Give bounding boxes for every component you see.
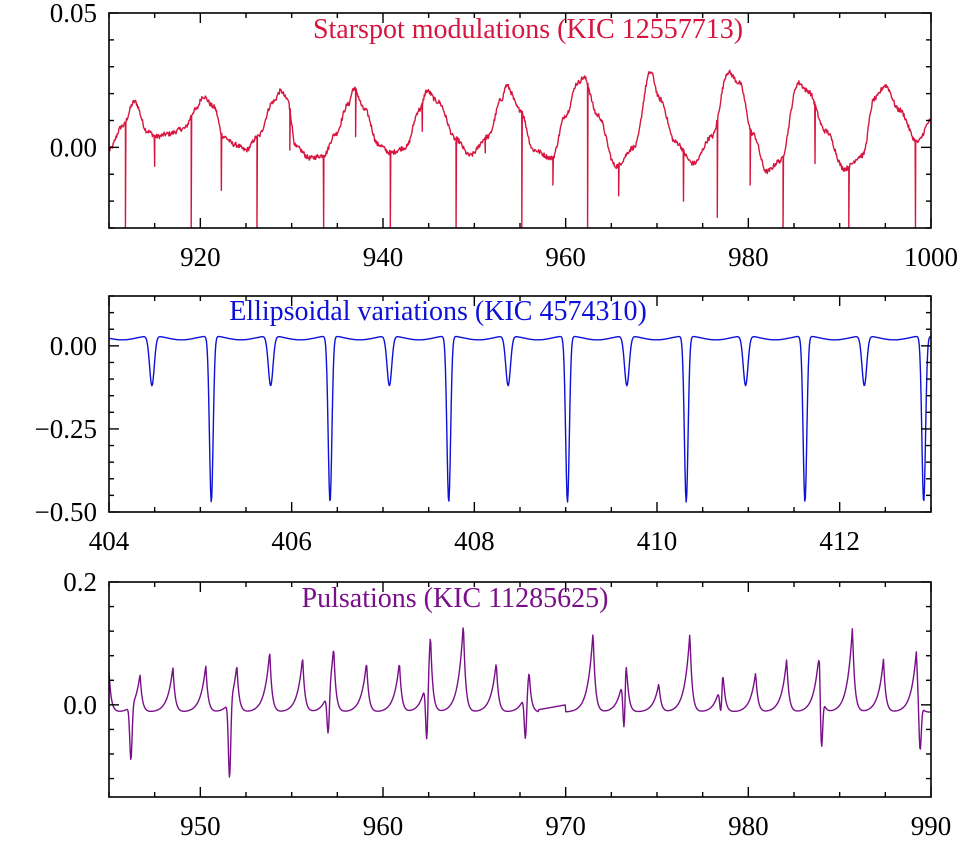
series-line-1 <box>109 335 931 503</box>
y-tick-label: −0.25 <box>35 414 97 444</box>
pulsations-panel: 950 960 970 980 990 0.0 0.2 Pulsations (KIC 112… <box>63 567 951 841</box>
y-tick-label: 0.2 <box>63 567 97 597</box>
x-tick-label: 408 <box>454 526 495 556</box>
y-tick-label: 0.00 <box>50 331 97 361</box>
axes-frame-2 <box>108 581 932 798</box>
x-tick-label: 920 <box>180 242 221 272</box>
panel-title-pulsations: Pulsations (KIC 11285625) <box>302 583 609 614</box>
y-tick-label: 0.0 <box>63 690 97 720</box>
x-tick-label: 970 <box>545 811 586 841</box>
x-tick-label: 406 <box>271 526 312 556</box>
axes-frame-0 <box>108 12 932 229</box>
x-tick-label: 1000 <box>904 242 958 272</box>
y-tick-label: 0.05 <box>50 0 97 28</box>
x-tick-label: 960 <box>363 811 404 841</box>
x-tick-label: 990 <box>911 811 952 841</box>
panel-title-ellipsoidal: Ellipsoidal variations (KIC 4574310) <box>229 296 647 327</box>
x-tick-label: 410 <box>637 526 678 556</box>
series-line-0 <box>109 69 931 228</box>
ellipsoidal-panel: 404 406 408 410 412 −0.50 −0.25 0.00 Ellipsoidal… <box>35 295 932 556</box>
x-tick-label: 950 <box>180 811 221 841</box>
x-tick-label: 980 <box>728 811 769 841</box>
x-tick-label: 960 <box>545 242 586 272</box>
y-tick-label: −0.50 <box>35 497 97 527</box>
starspot-panel: 920 940 960 980 1000 0.00 0.05 Starspot modulat… <box>50 0 958 272</box>
x-tick-label: 940 <box>363 242 404 272</box>
y-tick-label: 0.00 <box>50 132 97 162</box>
series-line-2 <box>109 627 931 778</box>
x-tick-label: 404 <box>89 526 130 556</box>
panel-title-starspot: Starspot modulations (KIC 12557713) <box>313 14 743 45</box>
x-tick-label: 980 <box>728 242 769 272</box>
x-tick-label: 412 <box>819 526 860 556</box>
